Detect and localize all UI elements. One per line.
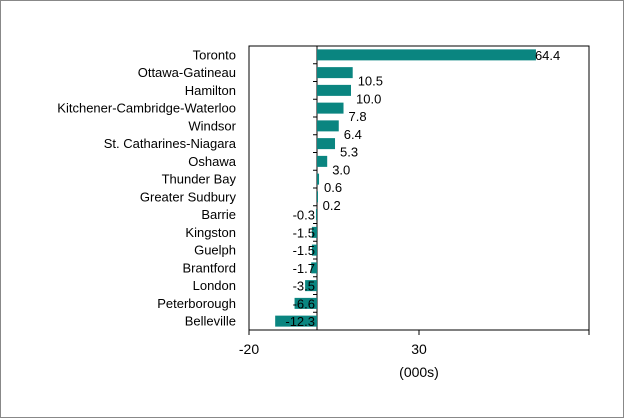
category-label: Guelph [194, 243, 236, 258]
value-label: -6.6 [293, 296, 315, 311]
category-label: Thunder Bay [162, 172, 237, 187]
bar [275, 315, 317, 327]
category-label: St. Catharines-Niagara [104, 136, 237, 151]
value-label: 10.0 [356, 91, 381, 106]
x-tick-label: -20 [239, 341, 259, 357]
value-label: -1.7 [293, 261, 315, 276]
bar [317, 67, 353, 79]
bar [317, 173, 320, 185]
value-label: 64.4 [535, 48, 560, 63]
x-axis-title: (000s) [399, 364, 439, 380]
category-label: Kingston [185, 225, 236, 240]
category-label: Toronto [193, 47, 236, 62]
bar [317, 155, 328, 167]
bar [311, 244, 317, 256]
category-label: Peterborough [157, 296, 236, 311]
category-label: Kitchener-Cambridge-Waterloo [57, 101, 236, 116]
bar [317, 138, 336, 150]
bar [305, 280, 317, 292]
bar [311, 262, 317, 274]
category-label: Barrie [201, 207, 236, 222]
value-label: -0.3 [293, 208, 315, 223]
category-label: Windsor [188, 118, 236, 133]
bar [311, 226, 317, 238]
value-label: -3.5 [293, 279, 315, 294]
category-label: Ottawa-Gatineau [138, 65, 236, 80]
category-label: Hamilton [185, 83, 236, 98]
value-label: 7.8 [349, 109, 367, 124]
bar [315, 209, 317, 221]
category-label: Oshawa [188, 154, 236, 169]
value-label: 3.0 [332, 162, 350, 177]
x-tick-label: 30 [411, 341, 427, 357]
value-label: 10.5 [358, 74, 383, 89]
value-label: 5.3 [340, 145, 358, 160]
bar [317, 84, 351, 96]
category-label: Belleville [185, 314, 236, 329]
category-label: London [193, 278, 236, 293]
bar [317, 49, 536, 61]
bar [317, 102, 344, 114]
bar [317, 120, 339, 132]
value-label: 0.6 [324, 180, 342, 195]
value-label: -1.5 [293, 243, 315, 258]
bar [294, 297, 317, 309]
category-label: Brantford [183, 260, 236, 275]
category-label: Greater Sudbury [140, 189, 237, 204]
value-label: 6.4 [344, 127, 362, 142]
value-label: 0.2 [323, 198, 341, 213]
value-label: -12.3 [285, 314, 315, 329]
bar [317, 191, 318, 203]
value-label: -1.5 [293, 225, 315, 240]
